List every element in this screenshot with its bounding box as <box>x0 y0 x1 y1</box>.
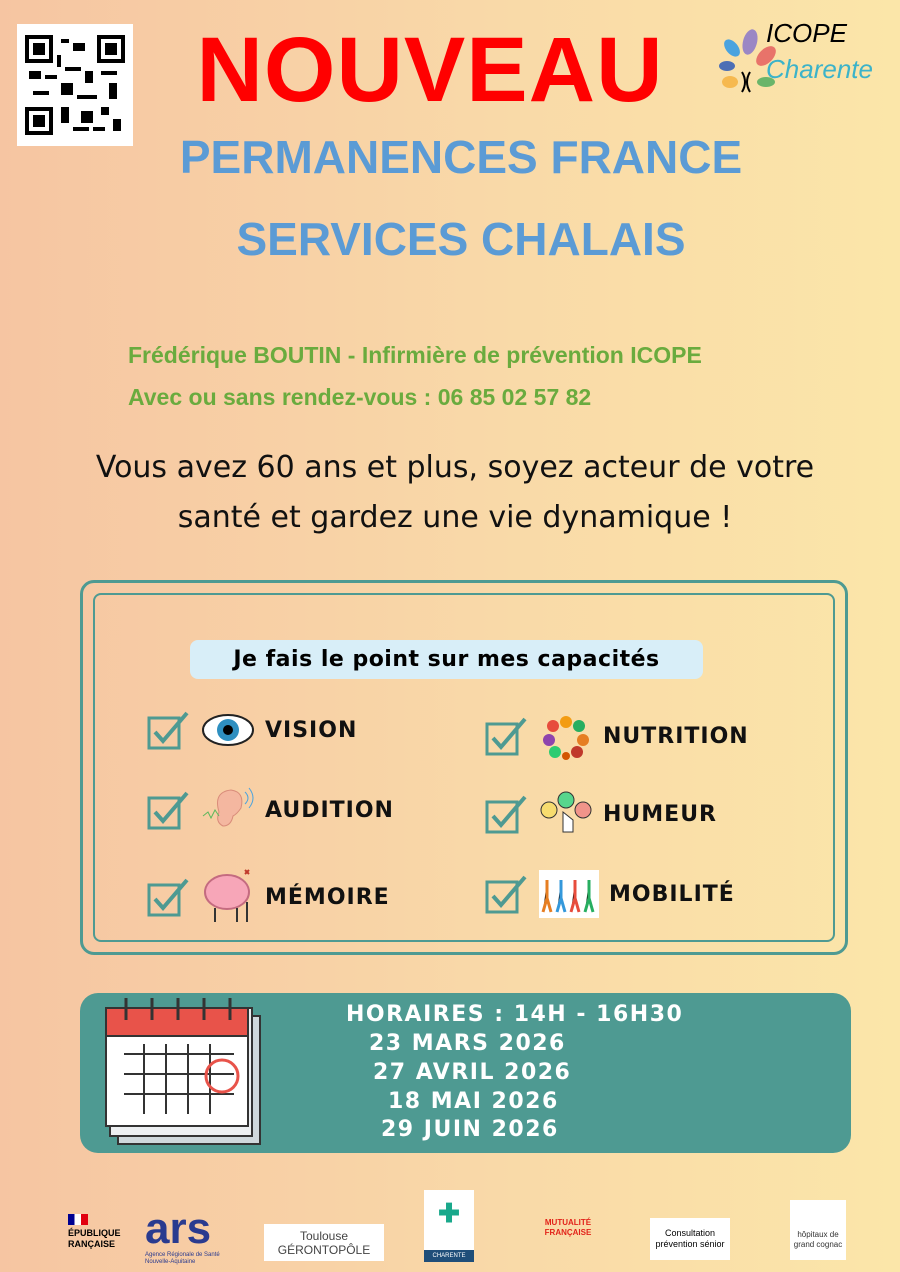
capacity-label: NUTRITION <box>603 723 749 749</box>
schedule-date: 27 AVRIL 2026 <box>373 1060 572 1085</box>
republique-francaise-logo: ÉPUBLIQUE RANÇAISE <box>68 1214 121 1250</box>
rf-text: RANÇAISE <box>68 1239 116 1249</box>
icope-charente-logo: ICOPE Charente <box>718 14 888 104</box>
capacity-label: MÉMOIRE <box>265 884 390 910</box>
schedule-hours: HORAIRES : 14H - 16H30 <box>346 1002 684 1027</box>
charente-logo-text: Charente <box>766 54 873 84</box>
capacity-mobilite: MOBILITÉ <box>485 870 735 918</box>
headline: NOUVEAU <box>196 19 664 121</box>
food-icon <box>543 716 589 760</box>
checkbox-checked-icon <box>147 791 189 830</box>
intro-line-1: Vous avez 60 ans et plus, soyez acteur d… <box>95 450 815 485</box>
qr-code-icon <box>17 24 133 146</box>
capacity-label: MOBILITÉ <box>609 881 735 907</box>
checkbox-checked-icon <box>147 878 189 917</box>
dac-text: CHARENTE <box>424 1250 474 1262</box>
mutualite-francaise-logo: MUTUALITÉ FRANÇAISE <box>544 1218 592 1237</box>
exercise-icon <box>539 870 599 918</box>
capacity-label: VISION <box>265 717 358 743</box>
hopitaux-grand-cognac-logo: hôpitaux de grand cognac <box>790 1200 846 1260</box>
flag-icon <box>68 1214 88 1225</box>
capacities-frame <box>80 580 848 955</box>
schedule-date: 29 JUIN 2026 <box>381 1117 559 1142</box>
consultation-prevention-logo: Consultation prévention sénior <box>650 1218 730 1260</box>
checkbox-checked-icon <box>485 875 527 914</box>
capacity-vision: VISION <box>147 706 357 754</box>
capacity-label: AUDITION <box>265 797 394 823</box>
capacity-humeur: HUMEUR <box>485 790 717 838</box>
eye-icon <box>202 714 254 746</box>
contact-phone: Avec ou sans rendez-vous : 06 85 02 57 8… <box>128 384 592 410</box>
intro-line-2: santé et gardez une vie dynamique ! <box>177 500 733 535</box>
capacities-heading: Je fais le point sur mes capacités <box>190 640 703 679</box>
subtitle-line-1: PERMANENCES FRANCE <box>179 131 743 183</box>
rf-text: ÉPUBLIQUE <box>68 1228 121 1238</box>
ars-logo: ars Agence Régionale de Santé Nouvelle-A… <box>145 1206 230 1266</box>
checkbox-checked-icon <box>485 717 527 756</box>
ars-subtext: Agence Régionale de Santé Nouvelle-Aquit… <box>145 1252 220 1265</box>
ars-text: ars <box>145 1204 212 1253</box>
capacity-nutrition: NUTRITION <box>485 712 749 760</box>
gerontopole-logo: Toulouse GÉRONTOPÔLE <box>264 1224 384 1261</box>
checkbox-checked-icon <box>147 711 189 750</box>
icope-logo-text: ICOPE <box>766 18 847 48</box>
schedule-date: 18 MAI 2026 <box>388 1089 559 1114</box>
capacity-label: HUMEUR <box>603 801 718 827</box>
ear-icon <box>202 787 254 827</box>
capacity-audition: AUDITION <box>147 786 394 834</box>
capacity-memoire: MÉMOIRE <box>147 868 390 926</box>
brain-icon <box>204 869 250 922</box>
subtitle-line-2: SERVICES CHALAIS <box>236 213 686 265</box>
mood-icon <box>540 791 592 833</box>
cross-icon: ✚ <box>438 1198 460 1228</box>
checkbox-checked-icon <box>485 795 527 834</box>
schedule-date: 23 MARS 2026 <box>369 1031 566 1056</box>
contact-name: Frédérique BOUTIN - Infirmière de préven… <box>128 342 702 368</box>
calendar-icon <box>105 998 261 1145</box>
dac-charente-logo: ✚ CHARENTE <box>424 1190 474 1262</box>
